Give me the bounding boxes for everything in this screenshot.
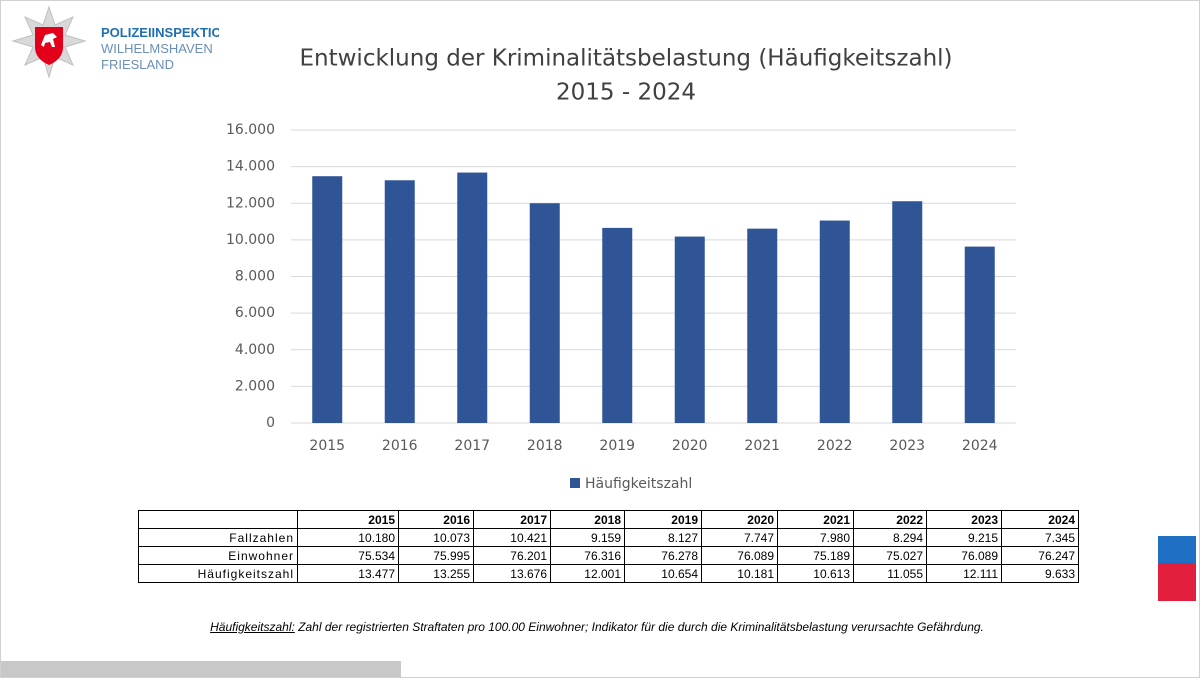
table-cell: 12.001 <box>550 564 625 583</box>
table-cell: 13.676 <box>473 564 551 583</box>
logo-line: FRIESLAND <box>101 57 174 72</box>
chart-subtitle: 2015 - 2024 <box>556 80 696 106</box>
table-cell: 75.027 <box>853 546 927 565</box>
bar <box>819 220 850 423</box>
table-cell: 9.215 <box>926 528 1002 547</box>
table-header-cell: 2024 <box>1001 510 1079 529</box>
y-tick-label: 4.000 <box>235 342 275 358</box>
table-cell: 9.159 <box>550 528 625 547</box>
x-tick-label: 2020 <box>672 438 708 454</box>
scrollbar <box>1 661 401 677</box>
bar <box>457 172 488 423</box>
y-tick-label: 2.000 <box>235 378 275 394</box>
table-corner-cell <box>138 510 298 529</box>
x-tick-label: 2023 <box>889 438 925 454</box>
table-cell: 7.345 <box>1001 528 1079 547</box>
bar <box>674 236 705 423</box>
table-header-row: 2015 2016 2017 2018 2019 2020 2021 2022 2023 2024 <box>138 510 1079 529</box>
table-cell: 76.278 <box>624 546 702 565</box>
logo-line: POLIZEIINSPEKTION <box>101 25 219 40</box>
bar <box>892 201 923 423</box>
table-header-cell: 2019 <box>624 510 702 529</box>
table-cell: 10.073 <box>398 528 474 547</box>
accent-red <box>1158 563 1196 601</box>
bar <box>529 203 560 423</box>
footnote-term: Häufigkeitszahl: <box>210 620 295 634</box>
table-header-cell: 2018 <box>550 510 625 529</box>
y-tick-label: 14.000 <box>226 159 275 175</box>
y-tick-label: 16.000 <box>226 122 275 138</box>
y-tick-label: 12.000 <box>226 195 275 211</box>
table-row: Fallzahlen 10.180 10.073 10.421 9.159 8.127 7.… <box>138 528 1079 547</box>
bar <box>384 180 415 423</box>
table-header-cell: 2020 <box>701 510 778 529</box>
bar <box>964 246 995 423</box>
table-header-cell: 2017 <box>473 510 551 529</box>
table-cell: 12.111 <box>926 564 1002 583</box>
x-tick-label: 2018 <box>527 438 563 454</box>
table-cell: 75.534 <box>297 546 399 565</box>
footnote-text: Zahl der registrierten Straftaten pro 10… <box>294 620 984 634</box>
table-cell: 10.421 <box>473 528 551 547</box>
x-tick-label: 2015 <box>309 438 345 454</box>
table-row: Einwohner 75.534 75.995 76.201 76.316 76.278 7… <box>138 546 1079 565</box>
table-cell: 13.477 <box>297 564 399 583</box>
y-tick-label: 8.000 <box>235 269 275 285</box>
table-cell: 13.255 <box>398 564 474 583</box>
table-cell: 10.613 <box>777 564 854 583</box>
table-cell: 10.180 <box>297 528 399 547</box>
table-row-label: Fallzahlen <box>138 528 298 547</box>
logo-line: WILHELMSHAVEN <box>101 41 213 56</box>
table-cell: 76.089 <box>926 546 1002 565</box>
x-tick-label: 2021 <box>744 438 780 454</box>
table-cell: 10.181 <box>701 564 778 583</box>
table-cell: 76.201 <box>473 546 551 565</box>
table-row-label: Einwohner <box>138 546 298 565</box>
table-cell: 8.127 <box>624 528 702 547</box>
table-row-label: Häufigkeitszahl <box>138 564 298 583</box>
table-cell: 11.055 <box>853 564 927 583</box>
legend-swatch <box>570 478 580 488</box>
x-tick-label: 2017 <box>454 438 490 454</box>
table-cell: 10.654 <box>624 564 702 583</box>
table-cell: 76.247 <box>1001 546 1079 565</box>
chart-title: Entwicklung der Kriminalitätsbelastung (… <box>299 46 952 72</box>
x-tick-label: 2019 <box>599 438 635 454</box>
table-cell: 7.980 <box>777 528 854 547</box>
y-tick-label: 6.000 <box>235 305 275 321</box>
table-cell: 75.189 <box>777 546 854 565</box>
table-header-cell: 2023 <box>926 510 1002 529</box>
x-tick-label: 2016 <box>382 438 418 454</box>
table-row: Häufigkeitszahl 13.477 13.255 13.676 12.001 1… <box>138 564 1079 583</box>
bar <box>312 176 343 423</box>
table-cell: 9.633 <box>1001 564 1079 583</box>
table-header-cell: 2022 <box>853 510 927 529</box>
table-cell: 8.294 <box>853 528 927 547</box>
table-cell: 76.316 <box>550 546 625 565</box>
y-tick-label: 10.000 <box>226 232 275 248</box>
table-cell: 7.747 <box>701 528 778 547</box>
y-tick-label: 0 <box>266 415 275 431</box>
table-cell: 75.995 <box>398 546 474 565</box>
data-table: 2015 2016 2017 2018 2019 2020 2021 2022 2023 2024… <box>138 510 1079 583</box>
logo-emblem <box>11 5 87 79</box>
bar <box>747 228 778 423</box>
table-header-cell: 2021 <box>777 510 854 529</box>
table-cell: 76.089 <box>701 546 778 565</box>
x-tick-label: 2022 <box>817 438 853 454</box>
x-tick-label: 2024 <box>962 438 998 454</box>
footnote: Häufigkeitszahl: Zahl der registrierten … <box>1 620 1193 634</box>
accent-blue <box>1158 536 1196 563</box>
table-header-cell: 2015 <box>297 510 399 529</box>
bar <box>602 227 633 423</box>
table-header-cell: 2016 <box>398 510 474 529</box>
legend-label: Häufigkeitszahl <box>585 476 692 492</box>
